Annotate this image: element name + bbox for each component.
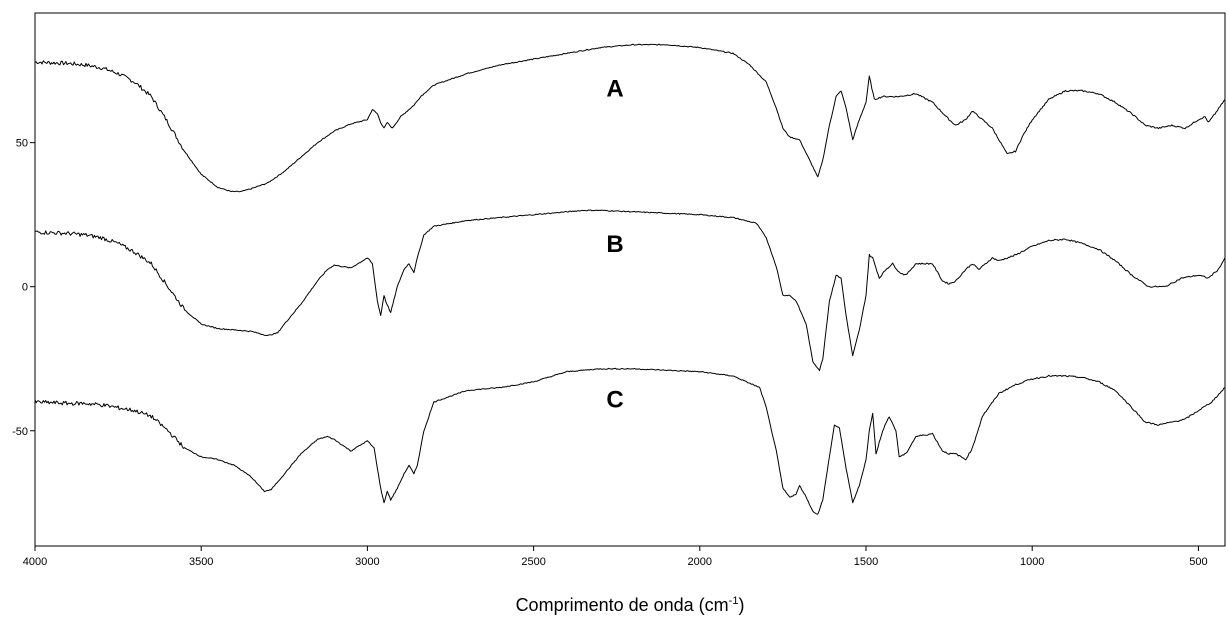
x-tick-label: 1500 <box>854 556 878 568</box>
series-label-a: A <box>606 76 623 103</box>
series-line-c <box>34 367 1226 515</box>
x-axis: 4000 3500 3000 2500 2000 1500 1000 500 <box>23 546 1208 568</box>
x-tick-label: 2000 <box>688 556 712 568</box>
x-tick-label: 3000 <box>355 556 379 568</box>
y-tick-label: -50 <box>12 426 28 438</box>
x-tick-label: 3500 <box>189 556 213 568</box>
x-axis-title-sup: -1 <box>729 595 739 607</box>
x-tick-label: 2500 <box>521 556 545 568</box>
y-axis: -50 0 50 <box>12 138 35 438</box>
x-tick-label: 500 <box>1189 556 1207 568</box>
series-labels: A B C <box>606 76 623 414</box>
plot-area <box>34 12 1226 547</box>
series-label-b: B <box>606 231 623 258</box>
series-label-c: C <box>606 387 623 414</box>
series-line-b <box>34 209 1226 372</box>
x-axis-title: Comprimento de onda (cm-1) <box>516 595 745 615</box>
series-group <box>34 43 1226 515</box>
x-tick-label: 4000 <box>23 556 47 568</box>
y-tick-label: 50 <box>16 138 28 150</box>
x-tick-label: 1000 <box>1020 556 1044 568</box>
x-axis-title-end: ) <box>738 595 744 615</box>
x-axis-title-main: Comprimento de onda (cm <box>516 595 729 615</box>
series-line-a <box>34 43 1226 193</box>
plot-frame <box>34 12 1226 547</box>
y-tick-label: 0 <box>22 282 28 294</box>
